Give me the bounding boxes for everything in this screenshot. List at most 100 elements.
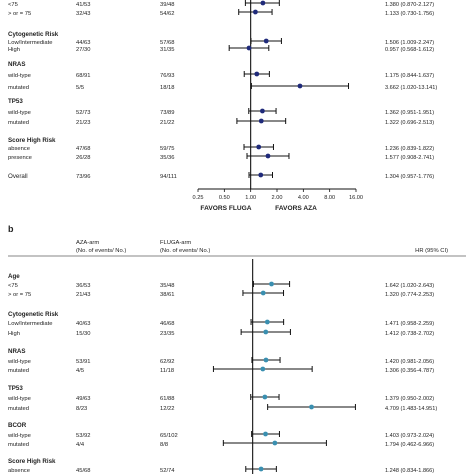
row-label: mutated bbox=[8, 442, 29, 448]
row-label: wild-type bbox=[7, 359, 31, 365]
hr-ci-text: 1.412 (0.738-2.702) bbox=[385, 331, 434, 337]
hr-ci-text: 1.236 (0.839-1.822) bbox=[385, 146, 434, 152]
arm1-events: 32/43 bbox=[76, 11, 91, 17]
hr-point bbox=[246, 45, 252, 51]
hr-ci-text: 1.506 (1.009-2.247) bbox=[385, 40, 434, 46]
subgroup-header: NRAS bbox=[8, 61, 26, 68]
arm2-events: 8/8 bbox=[160, 442, 168, 448]
arm1-events: 26/28 bbox=[76, 155, 91, 161]
arm2-events: 35/48 bbox=[160, 283, 175, 289]
arm1-events: 41/53 bbox=[76, 2, 91, 8]
hr-point bbox=[272, 440, 278, 446]
arm1-events: 73/96 bbox=[76, 174, 91, 180]
hr-point bbox=[297, 83, 303, 89]
hr-ci-text: 1.320 (0.774-2.253) bbox=[385, 292, 434, 298]
hr-point bbox=[260, 290, 266, 296]
arm2-events: 11/18 bbox=[160, 368, 174, 374]
arm2-events: 59/75 bbox=[160, 146, 175, 152]
hr-ci-text: 0.957 (0.568-1.612) bbox=[385, 47, 434, 53]
arm2-events: 23/35 bbox=[160, 331, 175, 337]
hr-point bbox=[260, 366, 266, 372]
panel-a-forest-plot: <75 41/53 39/48 1.380 (0.870-2.127) > or = 7… bbox=[7, 0, 437, 212]
arm1-events: 4/5 bbox=[76, 368, 84, 374]
x-tick-label: 16.00 bbox=[349, 195, 363, 201]
arm2-events: 76/93 bbox=[160, 73, 175, 79]
hr-ci-text: 1.420 (0.981-2.056) bbox=[385, 359, 434, 365]
x-tick-label: 8.00 bbox=[324, 195, 335, 201]
favors-aza-label: FAVORS AZA bbox=[275, 205, 317, 212]
col1-subheader: (No. of events/ No.) bbox=[76, 248, 126, 254]
row-label: > or = 75 bbox=[8, 292, 31, 298]
x-tick-label: 0.25 bbox=[193, 195, 204, 201]
row-label: mutated bbox=[8, 85, 29, 91]
arm2-events: 38/61 bbox=[160, 292, 175, 298]
row-label: presence bbox=[8, 155, 32, 161]
row-label: Low/Intermediate bbox=[8, 40, 52, 46]
subgroup-header: TP53 bbox=[8, 98, 23, 105]
hr-point bbox=[260, 108, 265, 114]
hr-point bbox=[263, 38, 269, 44]
arm2-events: 65/102 bbox=[160, 433, 178, 439]
row-label: mutated bbox=[8, 120, 29, 126]
x-tick-label: 2.00 bbox=[272, 195, 283, 201]
overall-label: Overall bbox=[8, 173, 28, 180]
row-label: mutated bbox=[8, 368, 29, 374]
arm1-events: 40/63 bbox=[76, 321, 91, 327]
hr-ci-text: 1.133 (0.730-1.756) bbox=[385, 11, 434, 17]
hr-ci-text: 1.379 (0.950-2.002) bbox=[385, 396, 434, 402]
hr-point bbox=[309, 404, 314, 410]
hr-ci-text: 1.642 (1.020-2.643) bbox=[385, 283, 434, 289]
arm1-events: 45/68 bbox=[76, 468, 91, 474]
row-label: wild-type bbox=[7, 110, 31, 116]
panel-b-forest-plot: b AZA-arm (No. of events/ No.) FLUGA-arm (No… bbox=[7, 224, 466, 474]
arm2-events: 73/89 bbox=[160, 110, 175, 116]
arm1-events: 4/4 bbox=[76, 442, 85, 448]
x-tick-label: 4.00 bbox=[298, 195, 309, 201]
hr-point bbox=[253, 9, 258, 15]
subgroup-header: BCOR bbox=[8, 422, 27, 429]
hr-header: HR (95% CI) bbox=[415, 248, 448, 254]
hr-point bbox=[263, 357, 269, 363]
panel-b-label: b bbox=[8, 224, 14, 234]
col2-subheader: (No. of events/ No.) bbox=[160, 248, 210, 254]
hr-ci-text: 1.794 (0.462-6.966) bbox=[385, 442, 434, 448]
col1-header: AZA-arm bbox=[76, 240, 99, 246]
hr-point bbox=[260, 0, 266, 6]
arm1-events: 8/23 bbox=[76, 406, 87, 412]
subgroup-header: Score High Risk bbox=[8, 137, 56, 144]
arm1-events: 53/91 bbox=[76, 359, 91, 365]
hr-point bbox=[254, 71, 260, 77]
hr-ci-text: 1.304 (0.957-1.776) bbox=[385, 174, 434, 180]
hr-point bbox=[265, 153, 271, 159]
hr-ci-text: 1.322 (0.696-2.513) bbox=[385, 120, 434, 126]
row-label: <75 bbox=[8, 2, 18, 8]
hr-ci-text: 4.709 (1.483-14.951) bbox=[385, 406, 437, 412]
row-label: wild-type bbox=[7, 396, 31, 402]
arm1-events: 44/63 bbox=[76, 40, 91, 46]
hr-ci-text: 1.471 (0.958-2.259) bbox=[385, 321, 434, 327]
hr-ci-text: 1.380 (0.870-2.127) bbox=[385, 2, 434, 8]
arm1-events: 49/63 bbox=[76, 396, 91, 402]
arm2-events: 31/35 bbox=[160, 47, 175, 53]
hr-point bbox=[264, 319, 270, 325]
arm1-events: 27/30 bbox=[76, 47, 91, 53]
hr-ci-text: 1.306 (0.356-4.787) bbox=[385, 368, 434, 374]
arm1-events: 5/5 bbox=[76, 85, 84, 91]
col2-header: FLUGA-arm bbox=[160, 240, 191, 246]
row-label: > or = 75 bbox=[8, 11, 31, 17]
subgroup-header: Cytogenetic Risk bbox=[8, 311, 59, 318]
arm2-events: 52/74 bbox=[160, 468, 175, 474]
hr-point bbox=[258, 466, 264, 472]
hr-point bbox=[258, 172, 264, 178]
subgroup-header: TP53 bbox=[8, 385, 23, 392]
arm1-events: 36/53 bbox=[76, 283, 91, 289]
arm2-events: 94/111 bbox=[160, 174, 177, 180]
x-tick-label: 0.50 bbox=[219, 195, 230, 201]
hr-ci-text: 1.175 (0.844-1.637) bbox=[385, 73, 434, 79]
hr-ci-text: 3.662 (1.020-13.141) bbox=[385, 85, 437, 91]
arm2-events: 12/22 bbox=[160, 406, 175, 412]
subgroup-header: Cytogenetic Risk bbox=[8, 31, 59, 38]
subgroup-header: NRAS bbox=[8, 348, 26, 355]
arm2-events: 46/68 bbox=[160, 321, 175, 327]
arm1-events: 21/23 bbox=[76, 120, 91, 126]
